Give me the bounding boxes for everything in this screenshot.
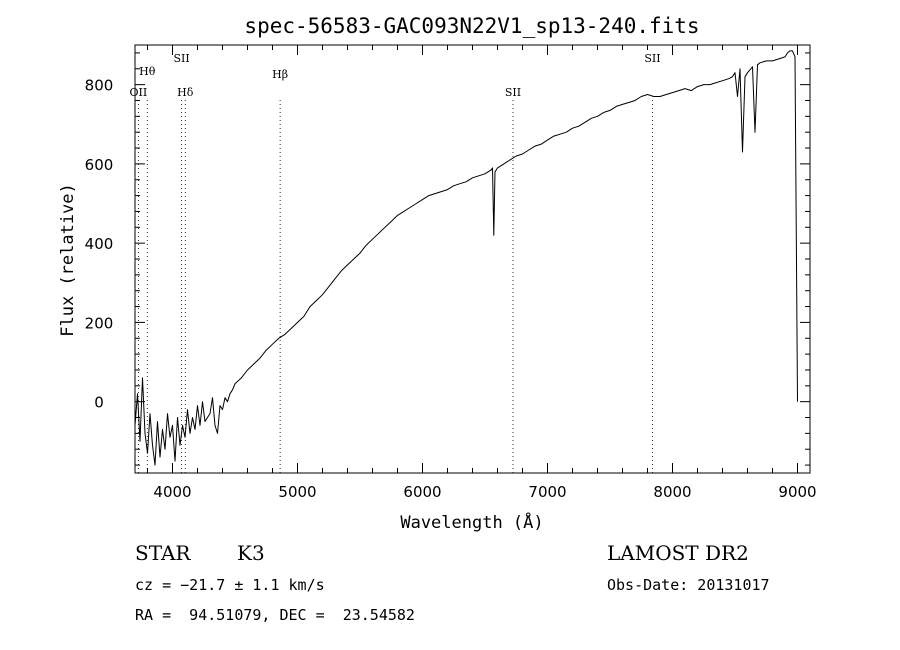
y-tick-label: 600 xyxy=(85,156,114,174)
y-tick-label: 800 xyxy=(85,77,114,95)
x-tick-label: 5000 xyxy=(278,483,316,501)
line-marker-label: SII xyxy=(505,86,521,99)
survey-name: LAMOST DR2 xyxy=(607,541,749,565)
line-marker-label: SII xyxy=(644,52,660,65)
y-tick-label: 400 xyxy=(85,235,114,253)
object-subclass: K3 xyxy=(237,541,265,565)
line-marker-label: OII xyxy=(130,86,148,99)
x-axis-ticks: 4000 5000 6000 7000 8000 9000 xyxy=(153,45,817,501)
redshift-cz: cz = −21.7 ± 1.1 km/s xyxy=(135,576,325,594)
x-tick-label: 4000 xyxy=(153,483,191,501)
y-tick-label: 0 xyxy=(94,394,104,412)
y-axis-label: Flux (relative) xyxy=(58,183,78,337)
minor-ticks xyxy=(135,45,810,473)
x-tick-label: 8000 xyxy=(653,483,691,501)
line-marker-label: Hβ xyxy=(272,68,288,81)
x-tick-label: 6000 xyxy=(403,483,441,501)
chart-title: spec-56583-GAC093N22V1_sp13-240.fits xyxy=(244,14,699,38)
object-class: STAR xyxy=(135,541,191,565)
y-axis-ticks: 0 200 400 600 800 xyxy=(85,77,810,412)
x-axis-label: Wavelength (Å) xyxy=(400,511,543,533)
spectrum-series xyxy=(134,50,798,466)
observation-date: Obs-Date: 20131017 xyxy=(607,576,770,594)
coordinates: RA = 94.51079, DEC = 23.54582 xyxy=(135,606,415,624)
spectrum-line xyxy=(134,50,798,466)
line-marker-label: Hθ xyxy=(139,65,156,78)
line-markers: Hθ OII SII Hδ Hβ SII SII xyxy=(130,52,661,473)
line-marker-label: SII xyxy=(174,52,190,65)
line-marker-label: Hδ xyxy=(177,86,194,99)
x-tick-label: 9000 xyxy=(778,483,816,501)
plot-frame xyxy=(134,44,811,474)
x-tick-label: 7000 xyxy=(528,483,566,501)
y-tick-label: 200 xyxy=(85,314,114,332)
